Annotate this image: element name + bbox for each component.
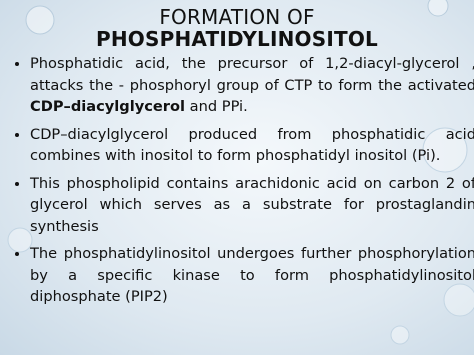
bullet-text: Phosphatidic acid, the precursor of 1,2-… bbox=[30, 55, 474, 94]
bullet-text: The phosphatidylinositol undergoes furth… bbox=[30, 245, 474, 305]
bullet-list: Phosphatidic acid, the precursor of 1,2-… bbox=[14, 53, 474, 314]
bullet-text: CDP–diacylglycerol produced from phospha… bbox=[30, 125, 474, 165]
bullet: The phosphatidylinositol undergoes furth… bbox=[30, 243, 474, 308]
bullet-text: This phospholipid contains arachidonic a… bbox=[30, 174, 474, 235]
bullet: CDP–diacylglycerol produced from phospha… bbox=[30, 124, 474, 167]
bubble bbox=[25, 5, 55, 35]
bold-text: CDP–diacylglycerol bbox=[30, 98, 186, 115]
slide-title: FORMATION OF PHOSPHATIDYLINOSITOL bbox=[0, 6, 474, 50]
bubble bbox=[443, 283, 474, 317]
title-line: PHOSPHATIDYLINOSITOL bbox=[96, 27, 378, 51]
bubble bbox=[427, 0, 449, 17]
bullet-text: and PPi. bbox=[185, 98, 248, 115]
bubble bbox=[422, 127, 468, 173]
bullet: This phospholipid contains arachidonic a… bbox=[30, 173, 474, 238]
title-line: FORMATION OF bbox=[159, 5, 315, 29]
bubble bbox=[390, 325, 410, 345]
bullet: Phosphatidic acid, the precursor of 1,2-… bbox=[30, 53, 474, 118]
bubble bbox=[7, 227, 33, 253]
